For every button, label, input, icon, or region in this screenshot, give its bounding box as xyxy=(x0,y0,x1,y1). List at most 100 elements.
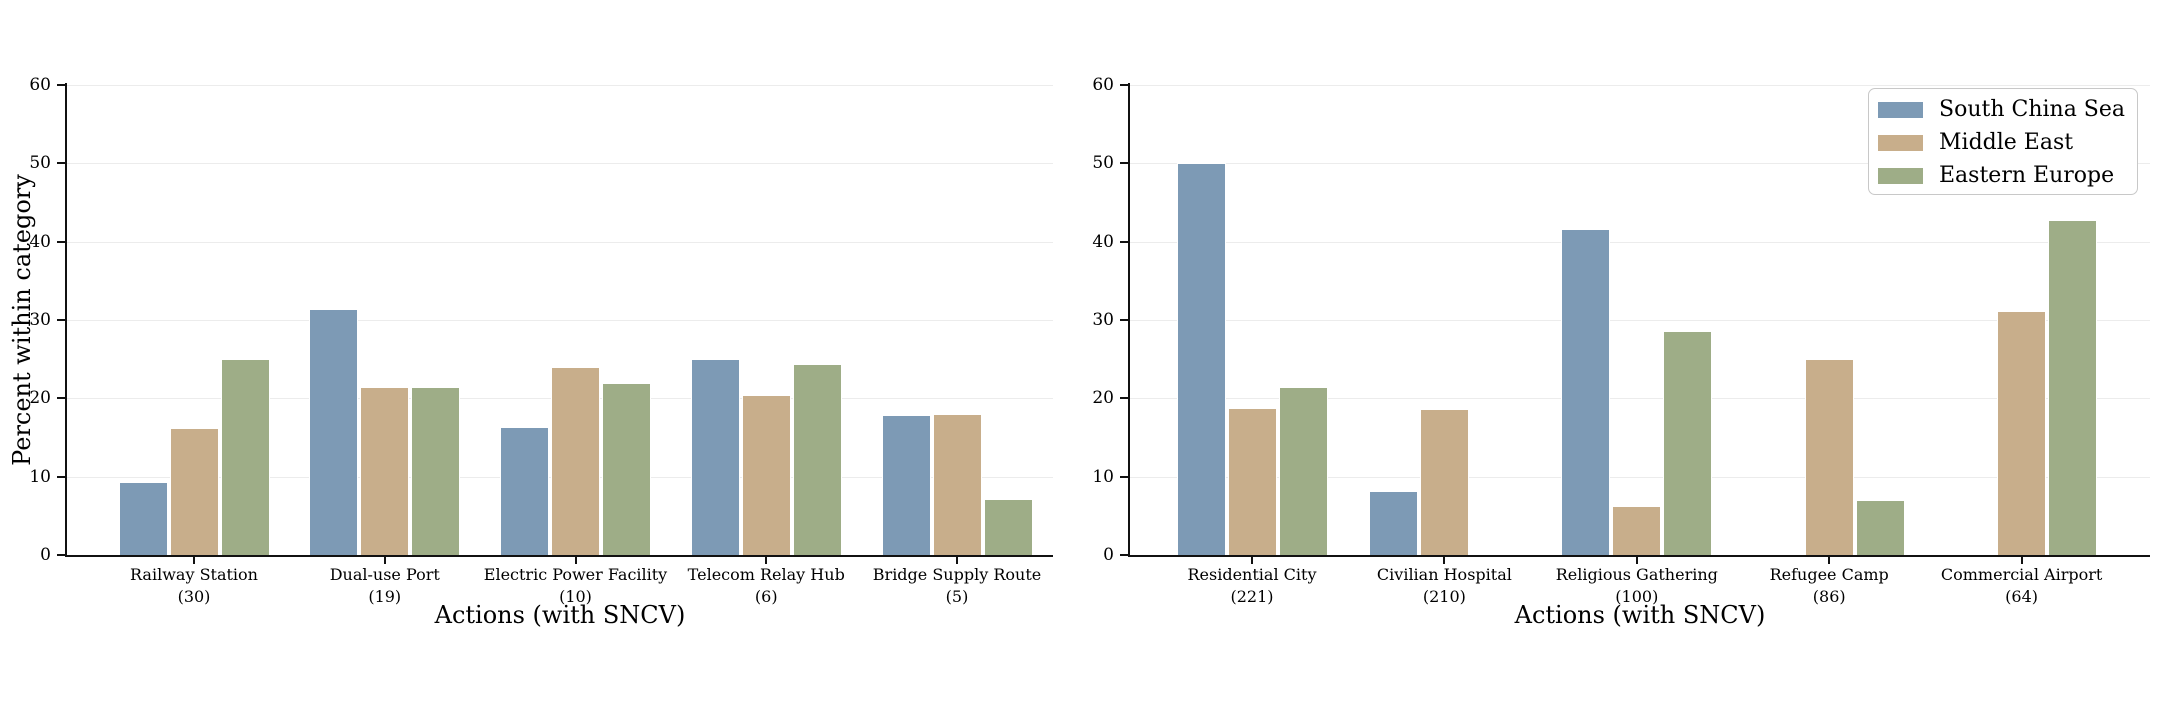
legend-item: Eastern Europe xyxy=(1878,161,2137,190)
legend-label: Eastern Europe xyxy=(1939,163,2115,188)
gridline-y20 xyxy=(1130,398,2150,400)
y-tick-mark xyxy=(1120,240,1128,243)
category-label: Bridge Supply Route (5) xyxy=(817,564,1097,608)
legend-item: Middle East xyxy=(1878,128,2137,157)
y-tick-mark xyxy=(1120,554,1128,556)
y-tick-mark xyxy=(1120,475,1128,478)
bar-eastern-europe xyxy=(411,386,461,555)
bar-south-china-sea xyxy=(1176,163,1226,555)
category-count: (210) xyxy=(1422,587,1466,606)
y-tick-label: 40 xyxy=(1092,231,1114,252)
y-tick-label: 50 xyxy=(29,153,51,174)
bar-south-china-sea xyxy=(118,482,168,555)
bar-middle-east xyxy=(741,395,791,555)
y-tick-label: 20 xyxy=(1092,388,1114,409)
legend-label: South China Sea xyxy=(1939,97,2126,122)
category-label: Telecom Relay Hub (6) xyxy=(626,564,906,608)
x-tick-mark xyxy=(193,557,195,564)
category-count: (10) xyxy=(559,587,592,606)
y-tick-mark xyxy=(57,240,65,243)
category-count: (30) xyxy=(177,587,211,606)
x-axis-title-left: Actions (with SNCV) xyxy=(434,601,686,629)
bar-middle-east xyxy=(932,414,982,555)
category-label: Railway Station (30) xyxy=(54,564,334,608)
bar-eastern-europe xyxy=(1855,500,1905,555)
bar-middle-east xyxy=(1804,359,1854,555)
category-count: (5) xyxy=(945,587,969,606)
gridline-y30 xyxy=(67,320,1053,321)
y-tick-label: 20 xyxy=(29,388,51,409)
bar-middle-east xyxy=(1997,310,2047,555)
bar-south-china-sea xyxy=(1368,490,1418,555)
x-axis-spine xyxy=(1128,555,2150,557)
legend-swatch-middle-east xyxy=(1878,134,1923,151)
y-tick-label: 10 xyxy=(1092,466,1114,487)
category-count: (86) xyxy=(1812,587,1846,606)
category-count: (19) xyxy=(368,587,402,606)
y-tick-mark xyxy=(1120,162,1128,165)
category-label: Civilian Hospital (210) xyxy=(1304,564,1584,608)
y-tick-label: 0 xyxy=(40,545,51,565)
bar-middle-east xyxy=(169,428,219,555)
y-tick-mark xyxy=(1120,319,1128,321)
y-tick-mark xyxy=(1120,84,1128,86)
category-label: Commercial Airport (64) xyxy=(1882,564,2160,608)
category-count: (64) xyxy=(2005,587,2039,606)
category-label: Dual-use Port (19) xyxy=(245,564,525,608)
legend: South China Sea Middle East Eastern Euro… xyxy=(1868,88,2138,195)
bar-south-china-sea xyxy=(881,414,931,555)
legend-swatch-eastern-europe xyxy=(1878,167,1923,184)
legend-label: Middle East xyxy=(1939,130,2074,155)
gridline-y60 xyxy=(67,85,1053,86)
bar-middle-east xyxy=(1227,407,1277,555)
x-tick-mark xyxy=(383,557,386,564)
y-tick-mark xyxy=(57,84,65,86)
gridline-y40 xyxy=(67,241,1053,243)
bar-middle-east xyxy=(360,386,410,555)
y-tick-label: 40 xyxy=(29,231,51,252)
y-tick-mark xyxy=(57,162,65,165)
y-tick-mark xyxy=(57,397,65,400)
x-tick-mark xyxy=(1828,557,1831,564)
gridline-y10 xyxy=(1130,476,2150,478)
bar-south-china-sea xyxy=(500,426,549,555)
gridline-y40 xyxy=(1130,241,2150,243)
category-count: (6) xyxy=(754,587,778,606)
x-tick-mark xyxy=(2020,557,2023,564)
legend-swatch-south-china-sea xyxy=(1878,101,1923,118)
bar-south-china-sea xyxy=(690,359,740,555)
x-axis-title-right: Actions (with SNCV) xyxy=(1514,601,1766,629)
y-tick-mark xyxy=(1120,397,1128,400)
gridline-y50 xyxy=(1130,163,2150,165)
bar-eastern-europe xyxy=(602,382,651,555)
bar-eastern-europe xyxy=(220,359,270,555)
bar-eastern-europe xyxy=(983,499,1033,555)
bar-south-china-sea xyxy=(1561,229,1611,555)
bar-eastern-europe xyxy=(1663,330,1713,555)
bar-eastern-europe xyxy=(1278,387,1328,555)
category-label: Refugee Camp (86) xyxy=(1689,564,1969,608)
bar-middle-east xyxy=(551,367,600,555)
x-tick-mark xyxy=(1443,557,1446,564)
y-axis-spine xyxy=(1128,83,1130,557)
y-tick-mark xyxy=(57,319,65,321)
y-tick-label: 30 xyxy=(1092,310,1114,330)
category-label: Religious Gathering (100) xyxy=(1497,564,1777,608)
x-axis-spine xyxy=(65,555,1053,557)
legend-item: South China Sea xyxy=(1878,95,2137,124)
y-tick-label: 60 xyxy=(1092,75,1114,95)
y-tick-label: 50 xyxy=(1092,153,1114,174)
x-tick-mark xyxy=(1251,557,1253,564)
y-tick-label: 60 xyxy=(29,75,51,95)
category-label: Residential City (221) xyxy=(1112,564,1392,608)
y-tick-label: 0 xyxy=(1103,545,1114,565)
category-count: (100) xyxy=(1615,587,1659,606)
bar-eastern-europe xyxy=(792,363,842,555)
bar-south-china-sea xyxy=(309,309,359,555)
gridline-y50 xyxy=(67,163,1053,165)
y-tick-mark xyxy=(57,554,65,556)
x-tick-mark xyxy=(1635,557,1638,564)
category-count: (221) xyxy=(1230,587,1274,606)
y-axis-spine xyxy=(65,83,67,557)
